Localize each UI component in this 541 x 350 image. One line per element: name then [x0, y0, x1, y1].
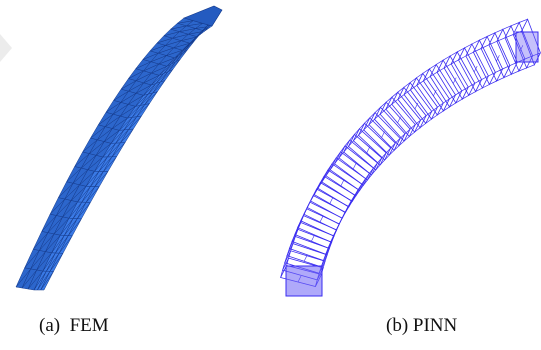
- pinn-rail: [315, 65, 534, 287]
- pinn-slice-inner: [398, 117, 401, 123]
- pinn-slice-inner: [353, 163, 356, 169]
- pinn-slice: [459, 48, 482, 92]
- pinn-slice-inner: [330, 198, 333, 204]
- pinn-slice-inner: [341, 180, 344, 186]
- pinn-slice: [398, 87, 426, 127]
- pinn-top-end-block: [516, 32, 538, 62]
- fem-mesh-group: [16, 6, 222, 290]
- pinn-slice: [444, 56, 468, 99]
- pinn-rail: [281, 31, 522, 277]
- fem-beam-mesh: [0, 0, 270, 310]
- caption-pinn: (b) PINN: [386, 314, 457, 338]
- pinn-slice-inner: [304, 255, 307, 261]
- panel-pinn: (b) PINN: [270, 0, 541, 350]
- pinn-slice-inner: [382, 132, 385, 138]
- pinn-rail: [321, 53, 540, 275]
- pinn-slice: [437, 60, 462, 103]
- pinn-slice: [451, 52, 475, 95]
- pinn-slice: [430, 65, 455, 107]
- pinn-bottom-end-block: [286, 266, 322, 296]
- fem-right-face: [34, 10, 222, 290]
- pinn-slice-inner: [320, 216, 323, 222]
- pinn-beam-wireframe: [270, 0, 541, 310]
- caption-fem: (a) FEM: [39, 314, 109, 338]
- pinn-rail: [287, 19, 528, 265]
- pinn-wireframe-group: [281, 19, 541, 296]
- panel-fem: (a) FEM: [0, 0, 270, 350]
- pinn-slice-inner: [311, 235, 314, 241]
- pinn-slice-inner: [367, 147, 370, 153]
